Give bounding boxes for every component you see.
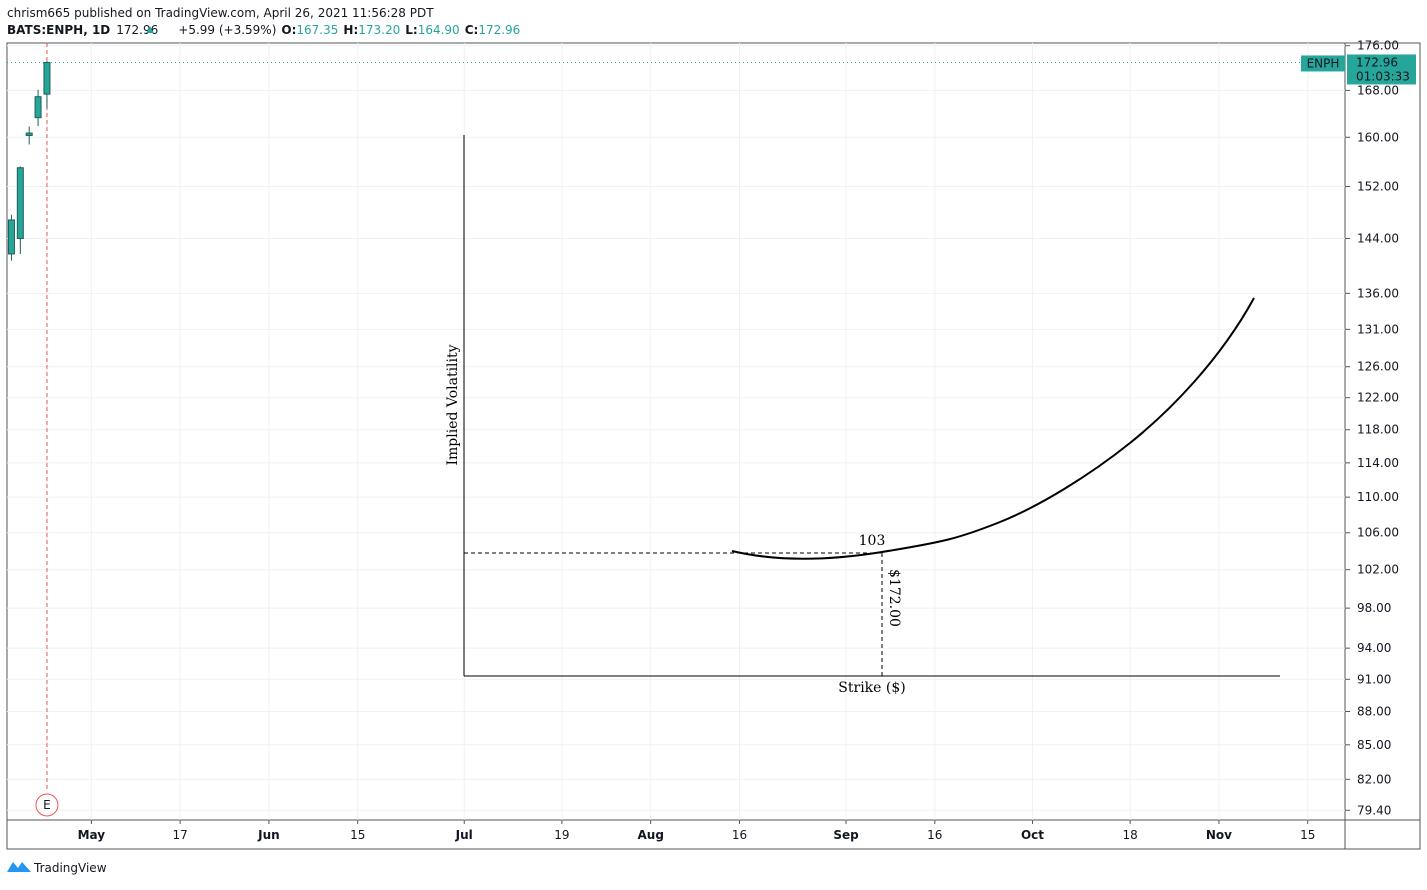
ohlc-name: H: [343, 23, 358, 37]
symbol: BATS:ENPH, 1D [7, 23, 110, 37]
y-tick-label: 152.00 [1357, 180, 1399, 194]
x-tick-label: Nov [1206, 828, 1232, 842]
publisher: chrism665 published on TradingView.com, … [7, 6, 434, 20]
y-tick-label: 131.00 [1357, 322, 1399, 336]
y-tick-label: 102.00 [1357, 563, 1399, 577]
earnings-label: E [43, 798, 51, 812]
candle-body [25, 132, 33, 136]
x-tick-label: Jun [257, 828, 280, 842]
y-tick-label: 82.00 [1357, 772, 1391, 786]
x-tick-label: Oct [1021, 828, 1044, 842]
y-tick-label: 106.00 [1357, 526, 1399, 540]
ohlc-value: 164.90 [418, 23, 460, 37]
y-tick-label: 88.00 [1357, 704, 1391, 718]
y-tick-label: 176.00 [1357, 39, 1399, 53]
ohlc-value: 167.35 [296, 23, 338, 37]
x-tick-label: 16 [927, 828, 942, 842]
price-badge-value: 172.96 [1356, 55, 1398, 69]
y-tick-label: 114.00 [1357, 456, 1399, 470]
price-badge-countdown: 01:03:33 [1356, 69, 1410, 83]
x-tick-label: 15 [1300, 828, 1315, 842]
y-tick-label: 98.00 [1357, 601, 1391, 615]
brand: TradingView [33, 861, 107, 875]
y-tick-label: 91.00 [1357, 672, 1391, 686]
y-tick-label: 85.00 [1357, 738, 1391, 752]
ohlc-name: O: [281, 23, 296, 37]
x-tick-label: May [78, 828, 106, 842]
x-tick-label: Sep [833, 828, 859, 842]
grid [7, 43, 1345, 820]
annotation-level-label: 103 [859, 533, 886, 549]
x-tick-label: 18 [1122, 828, 1137, 842]
frame [6, 42, 1421, 850]
x-tick-label: 19 [554, 828, 569, 842]
x-tick-label: 15 [350, 828, 365, 842]
volatility-smile [731, 297, 1255, 560]
ohlc-value: 172.96 [478, 23, 520, 37]
price-badge [1347, 54, 1416, 85]
earnings-marker [35, 793, 59, 817]
symbol-line: BATS:ENPH, 1D 172.96 +5.99 (+3.59%) O:167.3… [7, 23, 520, 37]
y-tick-label: 168.00 [1357, 83, 1399, 97]
y-tick-label: 144.00 [1357, 231, 1399, 245]
logo-icon [7, 862, 31, 872]
price-badge-name-text: ENPH [1307, 56, 1340, 70]
candle-body [7, 219, 15, 255]
ohlc-name: L: [405, 23, 417, 37]
y-tick-label: 118.00 [1357, 423, 1399, 437]
last-price: 172.96 [116, 23, 158, 37]
y-tick-label: 94.00 [1357, 641, 1391, 655]
candle-body [16, 167, 24, 239]
change: +5.99 (+3.59%) [178, 23, 276, 37]
price-badge-name [1301, 55, 1345, 72]
annotation-x-label: Strike ($) [838, 680, 905, 696]
x-tick-label: 17 [172, 828, 187, 842]
y-tick-label: 122.00 [1357, 391, 1399, 405]
y-tick-label: 110.00 [1357, 490, 1399, 504]
y-tick-label: 160.00 [1357, 130, 1399, 144]
annotation-y-label: Implied Volatility [445, 344, 461, 465]
x-tick-label: Jul [455, 828, 473, 842]
y-tick-label: 136.00 [1357, 286, 1399, 300]
y-tick-label: 126.00 [1357, 360, 1399, 374]
candle-body [34, 96, 42, 119]
x-tick-label: Aug [637, 828, 663, 842]
x-tick-label: 16 [732, 828, 747, 842]
y-tick-label: 79.40 [1357, 803, 1391, 817]
footer-logo: TradingView [7, 861, 107, 875]
up-arrow [146, 26, 154, 33]
ohlc-value: 173.20 [358, 23, 400, 37]
annotation: Implied Volatility Strike ($) 103 $172.0… [445, 135, 1280, 696]
ohlc-name: C: [465, 23, 479, 37]
annotation-strike-label: $172.00 [886, 569, 902, 627]
candle-body [43, 61, 51, 95]
